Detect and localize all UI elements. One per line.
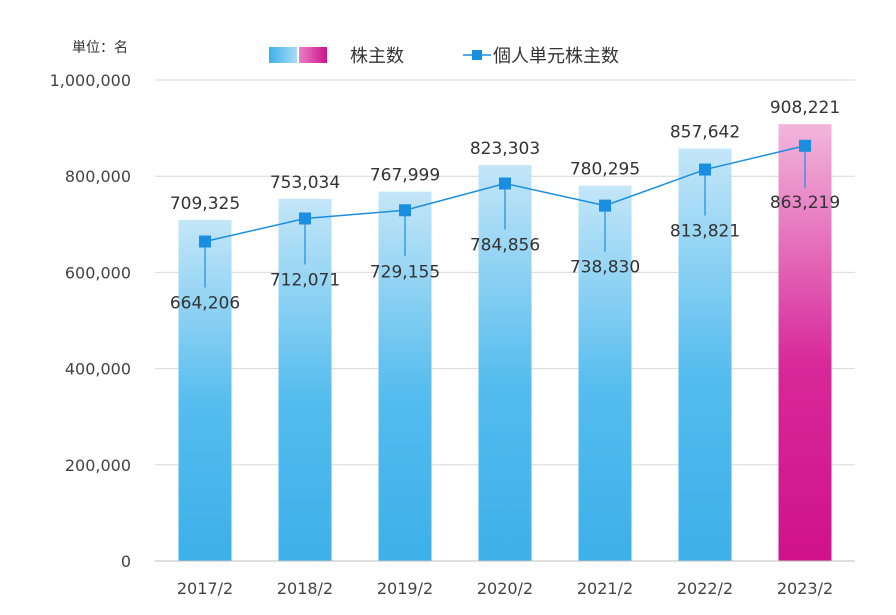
line-value-label: 784,856	[470, 235, 540, 255]
legend-swatch-bar-pink	[299, 47, 327, 63]
bar-value-label: 857,642	[670, 122, 740, 142]
line-value-label: 738,830	[570, 258, 640, 278]
y-tick-label: 800,000	[65, 167, 131, 186]
y-tick-label: 400,000	[65, 360, 131, 379]
line-marker	[499, 177, 511, 190]
y-tick-label: 200,000	[65, 456, 131, 475]
bar-value-label: 767,999	[370, 166, 440, 186]
line-value-label: 813,821	[670, 222, 740, 242]
x-tick-label: 2021/2	[577, 579, 633, 598]
line-marker	[199, 235, 211, 248]
unit-label: 単位：名	[72, 40, 128, 56]
line-marker	[799, 139, 811, 152]
bar	[778, 124, 832, 562]
line-marker	[299, 212, 311, 225]
line-marker	[399, 204, 411, 217]
line-value-label: 729,155	[370, 262, 440, 282]
x-tick-label: 2020/2	[477, 579, 533, 598]
legend-line-marker	[472, 50, 482, 60]
x-tick-label: 2017/2	[177, 579, 233, 598]
line-value-label: 664,206	[170, 294, 240, 314]
x-tick-label: 2023/2	[777, 579, 833, 598]
legend-swatch-bar-blue	[269, 47, 297, 63]
legend-bar-label: 株主数	[350, 46, 404, 67]
x-tick-label: 2022/2	[677, 579, 733, 598]
x-tick-label: 2018/2	[277, 579, 333, 598]
line-value-label: 712,071	[270, 270, 340, 290]
bar-value-label: 823,303	[470, 139, 540, 159]
line-marker	[599, 199, 611, 212]
legend: 株主数 個人単元株主数	[269, 46, 619, 67]
y-tick-label: 1,000,000	[50, 71, 131, 90]
bar-value-label: 780,295	[570, 160, 640, 180]
x-tick-label: 2019/2	[377, 579, 433, 598]
bar	[478, 164, 532, 561]
legend-line-label: 個人単元株主数	[493, 46, 619, 67]
bar-value-label: 908,221	[770, 98, 840, 118]
y-tick-label: 600,000	[65, 263, 131, 282]
y-tick-label: 0	[121, 552, 131, 571]
bar-value-label: 709,325	[170, 194, 240, 214]
line-value-label: 863,219	[770, 193, 840, 213]
line-marker	[699, 163, 711, 176]
bar-value-label: 753,034	[270, 173, 340, 193]
bar	[678, 148, 732, 562]
